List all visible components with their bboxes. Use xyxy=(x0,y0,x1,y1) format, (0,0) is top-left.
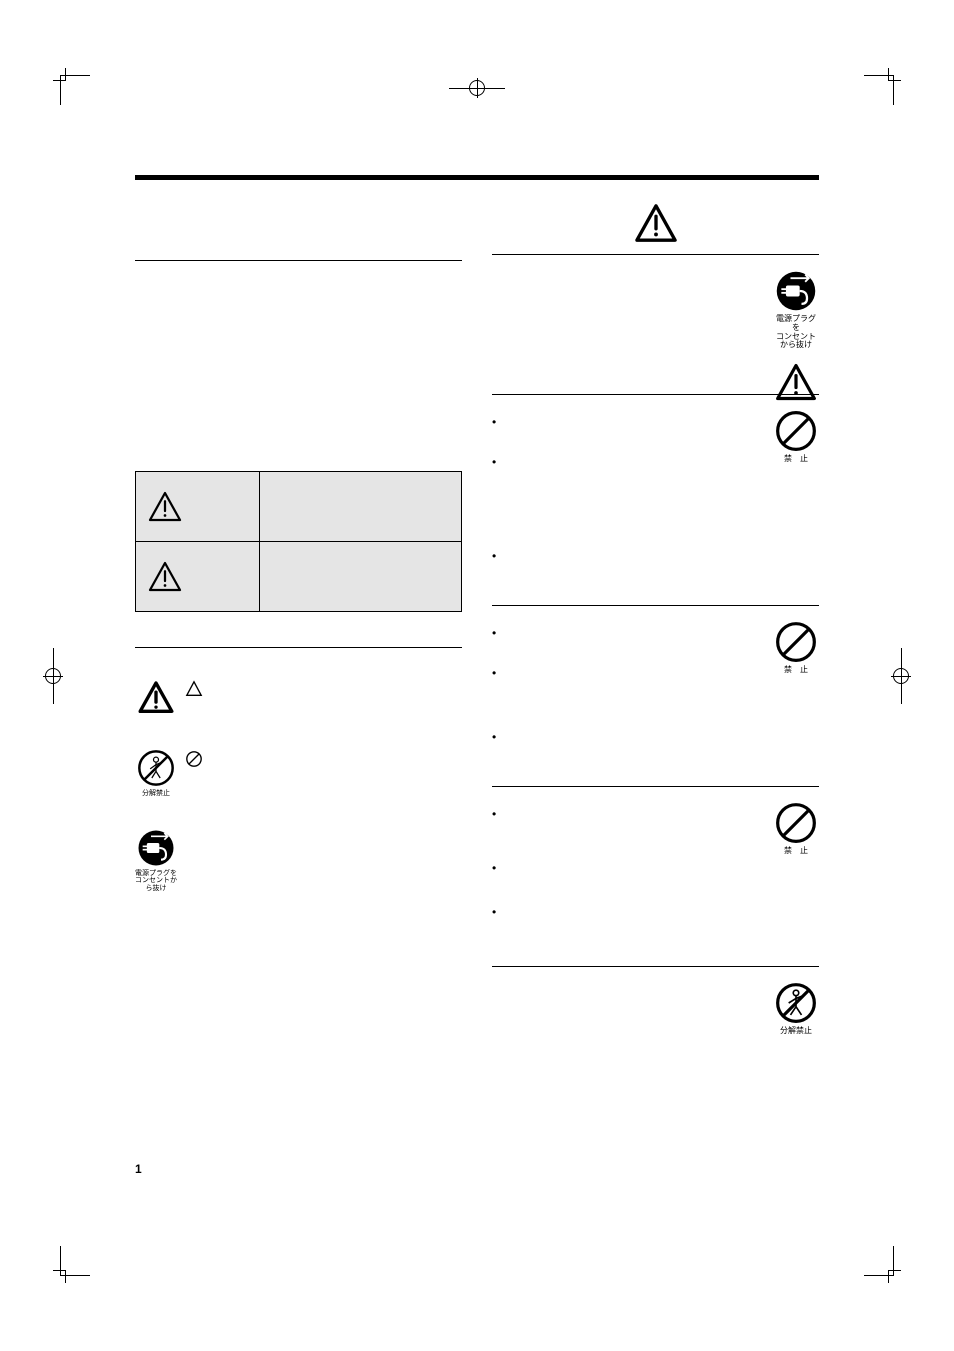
no-disassemble-icon xyxy=(136,748,176,788)
safety-section: 禁 止 xyxy=(492,395,819,606)
bullet-item xyxy=(492,666,759,680)
prohibit-outline-icon xyxy=(185,750,203,768)
safety-section: 禁 止 xyxy=(492,606,819,787)
bullet-item xyxy=(492,730,759,744)
crop-mark-tr xyxy=(864,75,894,105)
page-number: 1 xyxy=(135,1162,142,1176)
safety-section: 禁 止 xyxy=(492,787,819,967)
unplug-icon xyxy=(774,269,818,313)
left-column: 分解禁止 xyxy=(135,180,462,1176)
bullet-item xyxy=(492,807,759,821)
registration-mark-top xyxy=(449,80,505,96)
table-cell-icon xyxy=(136,542,260,611)
table-row xyxy=(136,472,461,542)
table-cell-text xyxy=(260,472,462,541)
triangle-outline-icon xyxy=(185,680,203,698)
crop-mark-tl xyxy=(60,75,90,105)
bullet-item xyxy=(492,905,759,919)
bullet-list xyxy=(492,626,819,744)
manual-page: 分解禁止 xyxy=(0,0,954,1351)
table-cell-icon xyxy=(136,472,260,541)
bullet-item xyxy=(492,861,759,875)
bullet-item xyxy=(492,455,759,469)
legend-main-icon: 電源プラグを コンセントから抜け xyxy=(135,828,177,893)
section-icon: 禁 止 xyxy=(773,409,819,464)
warning-triangle-icon xyxy=(146,560,184,593)
crop-mark-br xyxy=(864,1246,894,1276)
safety-section: 分解禁止 xyxy=(492,967,819,1047)
crop-mark-bl xyxy=(60,1246,90,1276)
icon-label: 分解禁止 xyxy=(780,1027,812,1036)
warning-level-table xyxy=(135,471,462,612)
registration-mark-right xyxy=(893,648,909,704)
warning-triangle-icon xyxy=(632,202,680,244)
icon-label: 電源プラグを コンセントから抜け xyxy=(773,315,819,350)
legend-main-icon: 分解禁止 xyxy=(135,748,177,798)
icon-label: 禁 止 xyxy=(784,666,808,675)
safety-section: 電源プラグを コンセントから抜け xyxy=(492,255,819,395)
warning-triangle-icon xyxy=(146,490,184,523)
bullet-item xyxy=(492,549,759,563)
prohibit-icon xyxy=(774,620,818,664)
unplug-icon xyxy=(136,828,176,868)
icon-label: 分解禁止 xyxy=(142,790,170,798)
bullet-list xyxy=(492,415,819,563)
thin-rule xyxy=(135,647,462,648)
bullet-list xyxy=(492,807,819,919)
warning-heading xyxy=(492,192,819,255)
table-row xyxy=(136,542,461,611)
no-disassemble-icon xyxy=(774,981,818,1025)
legend-row: 分解禁止 xyxy=(135,748,462,798)
section-icon-stack: 電源プラグを コンセントから抜け xyxy=(773,269,819,404)
icon-label: 禁 止 xyxy=(784,847,808,856)
table-cell-text xyxy=(260,542,462,611)
legend-row: 電源プラグを コンセントから抜け xyxy=(135,828,462,893)
legend-main-icon xyxy=(135,678,177,718)
section-icon: 分解禁止 xyxy=(773,981,819,1036)
content-area: 分解禁止 xyxy=(135,175,819,1176)
legend-row xyxy=(135,678,462,718)
prohibit-icon xyxy=(774,801,818,845)
icon-label: 電源プラグを コンセントから抜け xyxy=(135,870,177,893)
section-icon: 禁 止 xyxy=(773,620,819,675)
icon-label: 禁 止 xyxy=(784,455,808,464)
section-icon: 禁 止 xyxy=(773,801,819,856)
prohibit-icon xyxy=(774,409,818,453)
warning-triangle-icon xyxy=(136,678,176,718)
bullet-item xyxy=(492,415,759,429)
right-column: 電源プラグを コンセントから抜け xyxy=(492,180,819,1176)
bullet-item xyxy=(492,626,759,640)
registration-mark-left xyxy=(45,648,61,704)
section-rule xyxy=(135,260,462,261)
